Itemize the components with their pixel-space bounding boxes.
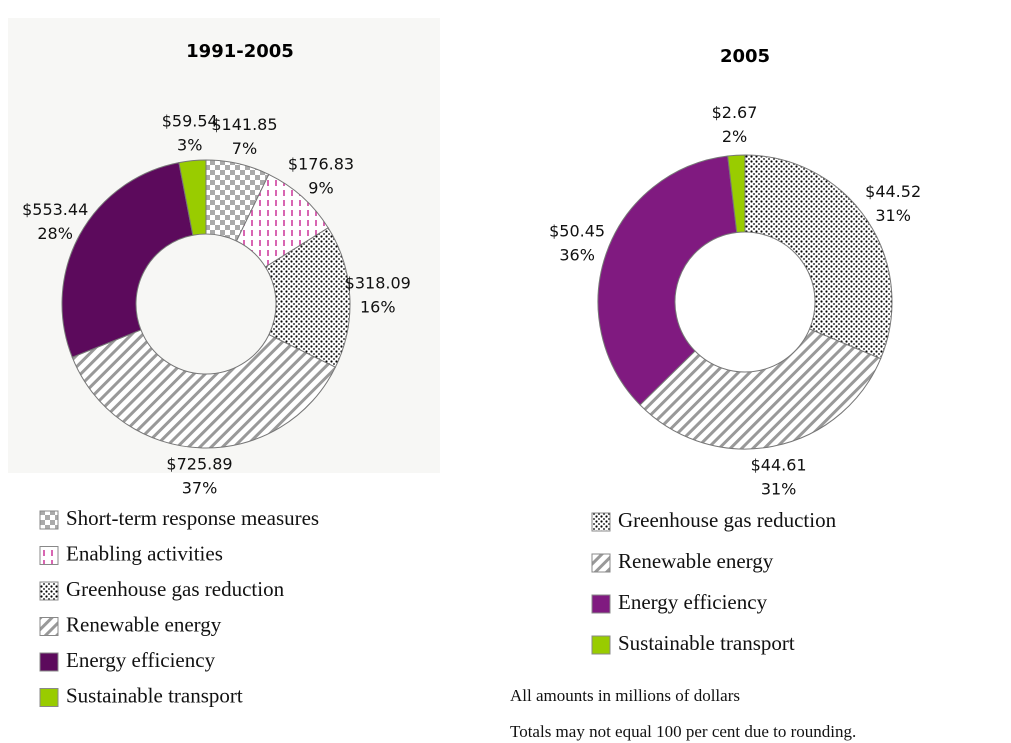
- legend-label: Energy efficiency: [66, 648, 216, 672]
- legend-label: Greenhouse gas reduction: [618, 508, 837, 532]
- percent-label: 36%: [559, 245, 595, 264]
- value-label: $50.45: [549, 221, 605, 240]
- legend-swatch: [39, 546, 59, 565]
- chart-1: 1991-2005 $141.85 7% $176.83 9% $318.09 16% $72…: [22, 41, 411, 707]
- legend-label: Sustainable transport: [66, 683, 243, 707]
- percent-label: 31%: [761, 479, 797, 498]
- percent-label: 7%: [232, 139, 257, 158]
- legend-swatch: [39, 510, 59, 530]
- legend-label: Energy efficiency: [618, 590, 768, 614]
- legend-swatch: [591, 635, 611, 655]
- legend-swatch: [591, 553, 611, 573]
- legend-swatch: [39, 652, 59, 672]
- percent-label: 2%: [722, 127, 747, 146]
- slice: [61, 161, 194, 358]
- value-label: $553.44: [22, 200, 88, 219]
- legend-label: Renewable energy: [66, 612, 222, 636]
- percent-label: 28%: [37, 224, 73, 243]
- value-label: $44.52: [865, 182, 921, 201]
- slice: [727, 154, 746, 234]
- legend-label: Short-term response measures: [66, 506, 319, 530]
- percent-label: 31%: [875, 206, 911, 225]
- chart-2: 2005 $44.52 31% $44.61 31% $50.45 36% $2.67 2% Gr…: [549, 46, 921, 655]
- value-label: $141.85: [211, 115, 277, 134]
- note: All amounts in millions of dollars: [510, 686, 740, 705]
- chart-title: 1991-2005: [186, 41, 294, 62]
- legend-label: Enabling activities: [66, 541, 223, 565]
- legend-swatch: [591, 512, 611, 532]
- slice: [178, 159, 207, 236]
- note: Totals may not equal 100 per cent due to…: [510, 722, 856, 741]
- legend-label: Renewable energy: [618, 549, 774, 573]
- value-label: $44.61: [751, 455, 807, 474]
- value-label: $2.67: [712, 103, 758, 122]
- slice: [639, 328, 882, 450]
- percent-label: 16%: [360, 298, 396, 317]
- legend-swatch: [39, 688, 59, 707]
- legend-swatch: [39, 581, 59, 601]
- slice: [71, 329, 337, 449]
- slice: [744, 154, 893, 360]
- value-label: $725.89: [166, 454, 232, 473]
- percent-label: 37%: [182, 478, 218, 497]
- chart-title: 2005: [720, 46, 770, 67]
- slice: [597, 155, 738, 406]
- value-label: $176.83: [288, 155, 354, 174]
- legend-label: Greenhouse gas reduction: [66, 577, 285, 601]
- percent-label: 9%: [308, 179, 333, 198]
- value-label: $59.54: [162, 111, 218, 130]
- legend-label: Sustainable transport: [618, 631, 795, 655]
- percent-label: 3%: [177, 135, 202, 154]
- legend-swatch: [39, 617, 59, 636]
- legend-swatch: [591, 594, 611, 614]
- value-label: $318.09: [345, 274, 411, 293]
